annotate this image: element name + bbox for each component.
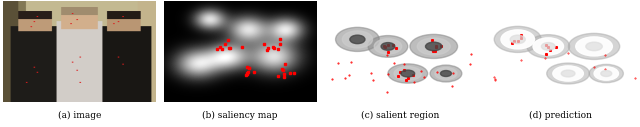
Text: (c) salient region: (c) salient region xyxy=(361,111,439,120)
Ellipse shape xyxy=(401,70,415,77)
Ellipse shape xyxy=(527,35,570,58)
Text: (a) image: (a) image xyxy=(58,111,101,120)
Ellipse shape xyxy=(586,42,602,51)
Ellipse shape xyxy=(417,38,450,55)
Ellipse shape xyxy=(594,67,618,80)
Ellipse shape xyxy=(335,27,380,51)
Ellipse shape xyxy=(350,35,365,44)
Ellipse shape xyxy=(342,31,372,48)
Ellipse shape xyxy=(410,34,458,58)
Text: (b) saliency map: (b) saliency map xyxy=(202,111,278,120)
Ellipse shape xyxy=(440,70,451,76)
Ellipse shape xyxy=(394,67,422,80)
Ellipse shape xyxy=(568,33,620,59)
Ellipse shape xyxy=(547,63,589,84)
Text: (d) prediction: (d) prediction xyxy=(529,111,592,120)
Ellipse shape xyxy=(589,64,623,83)
Ellipse shape xyxy=(576,37,612,56)
Ellipse shape xyxy=(533,38,564,55)
Ellipse shape xyxy=(553,66,584,81)
Ellipse shape xyxy=(435,68,457,80)
Ellipse shape xyxy=(494,26,541,52)
Ellipse shape xyxy=(541,43,555,50)
Ellipse shape xyxy=(374,39,402,54)
Ellipse shape xyxy=(381,43,395,50)
Ellipse shape xyxy=(388,64,428,83)
Ellipse shape xyxy=(601,70,612,76)
Ellipse shape xyxy=(501,30,534,49)
Ellipse shape xyxy=(430,65,462,82)
Ellipse shape xyxy=(561,70,575,77)
Ellipse shape xyxy=(426,42,442,51)
Ellipse shape xyxy=(368,36,408,57)
Ellipse shape xyxy=(510,35,525,44)
